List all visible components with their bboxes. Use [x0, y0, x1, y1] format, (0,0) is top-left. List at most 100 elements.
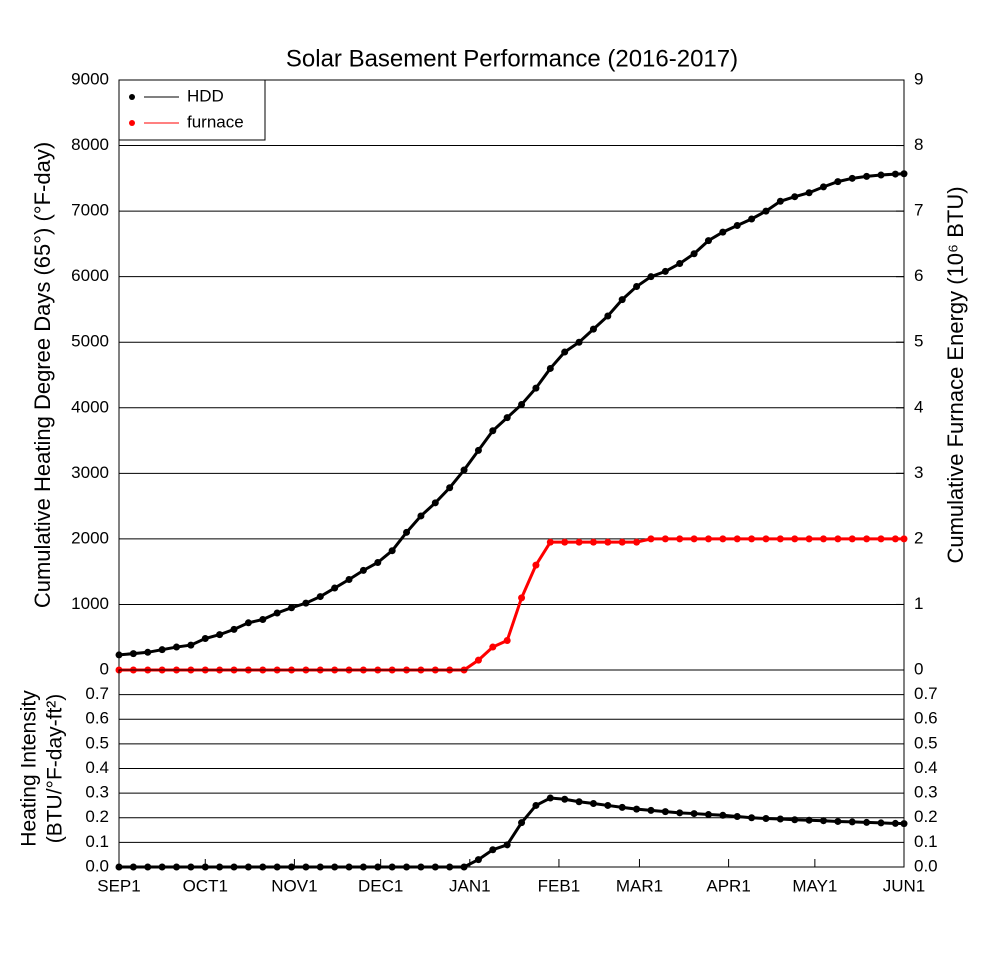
- x-tick-label: JUN1: [883, 876, 926, 895]
- series-point: [877, 535, 885, 543]
- y-tick-label: 2000: [71, 528, 109, 547]
- plot-frame: [118, 79, 905, 671]
- series-point: [187, 863, 195, 871]
- series-point: [877, 171, 885, 179]
- y2-tick-label: 0.3: [914, 783, 938, 802]
- series-point: [331, 863, 339, 871]
- series-point: [489, 427, 497, 435]
- series-point: [733, 535, 741, 543]
- series-point: [604, 538, 612, 546]
- legend-marker: [129, 120, 135, 126]
- series-point: [863, 535, 871, 543]
- series-point: [316, 863, 324, 871]
- series-point: [819, 183, 827, 191]
- series-point: [144, 863, 152, 871]
- y2-axis-label: Cumulative Furnace Energy (10⁶ BTU): [943, 186, 968, 563]
- series-point: [690, 810, 698, 818]
- series-point: [331, 584, 339, 592]
- series-point: [503, 414, 511, 422]
- series-point: [834, 178, 842, 186]
- y2-tick-label: 0.4: [914, 758, 938, 777]
- series-point: [546, 794, 554, 802]
- legend-label: HDD: [187, 86, 224, 105]
- series-point: [460, 466, 468, 474]
- series-point: [676, 535, 684, 543]
- series-point: [474, 856, 482, 864]
- series-point: [345, 863, 353, 871]
- series-point: [532, 384, 540, 392]
- y-tick-label: 0.6: [85, 709, 109, 728]
- series-point: [532, 801, 540, 809]
- series-point: [891, 535, 899, 543]
- series-point: [647, 273, 655, 281]
- x-tick-label: NOV1: [271, 876, 317, 895]
- series-point: [374, 558, 382, 566]
- series-point: [316, 593, 324, 601]
- series-point: [288, 604, 296, 612]
- series-point: [561, 348, 569, 356]
- series-point: [388, 863, 396, 871]
- y-tick-label: 0.3: [85, 783, 109, 802]
- series-point: [518, 819, 526, 827]
- series-point: [618, 296, 626, 304]
- series-point: [661, 535, 669, 543]
- y-tick-label: 3000: [71, 463, 109, 482]
- y2-tick-label: 7: [914, 201, 923, 220]
- y-tick-label: 0: [100, 659, 109, 678]
- series-point: [733, 813, 741, 821]
- series-point: [431, 499, 439, 507]
- series-point: [900, 820, 908, 828]
- series-point: [704, 237, 712, 245]
- series-point: [259, 863, 267, 871]
- series-point: [115, 863, 123, 871]
- series-point: [900, 535, 908, 543]
- series-point: [791, 535, 799, 543]
- series-point: [618, 803, 626, 811]
- series-point: [446, 863, 454, 871]
- series-point: [388, 547, 396, 555]
- y2-tick-label: 9: [914, 69, 923, 88]
- y-tick-label: 8000: [71, 135, 109, 154]
- series-point: [417, 863, 425, 871]
- series-point: [201, 635, 209, 643]
- series-point: [244, 619, 252, 627]
- series-point: [489, 643, 497, 651]
- series-point: [762, 535, 770, 543]
- series-point: [546, 538, 554, 546]
- series-point: [575, 538, 583, 546]
- series-point: [848, 535, 856, 543]
- series-point: [158, 863, 166, 871]
- y-tick-label: 0.5: [85, 733, 109, 752]
- series-point: [431, 863, 439, 871]
- series-point: [518, 401, 526, 408]
- series-point: [273, 863, 281, 871]
- series-point: [474, 656, 482, 664]
- series-point: [791, 193, 799, 201]
- y-tick-label: 0.1: [85, 832, 109, 851]
- y2-tick-label: 0.7: [914, 684, 938, 703]
- series-point: [403, 863, 411, 871]
- series-point: [374, 863, 382, 871]
- series-point: [633, 538, 641, 546]
- series-point: [719, 811, 727, 819]
- y-tick-label: 1000: [71, 594, 109, 613]
- y2-tick-label: 4: [914, 397, 923, 416]
- series-point: [302, 863, 310, 871]
- x-tick-label: APR1: [706, 876, 750, 895]
- series-point: [762, 814, 770, 822]
- series-point: [891, 170, 899, 178]
- series-point: [748, 215, 756, 223]
- series-point: [704, 811, 712, 819]
- series-point: [359, 566, 367, 574]
- series-line: [118, 172, 905, 657]
- series-point: [259, 616, 267, 624]
- series-point: [834, 535, 842, 543]
- y2-tick-label: 3: [914, 463, 923, 482]
- series-point: [762, 207, 770, 215]
- y-tick-label: 6000: [71, 266, 109, 285]
- series-point: [733, 222, 741, 230]
- legend-box: [118, 79, 266, 141]
- y2-tick-label: 0.0: [914, 856, 938, 875]
- x-tick-label: MAR1: [616, 876, 663, 895]
- series-point: [187, 641, 195, 649]
